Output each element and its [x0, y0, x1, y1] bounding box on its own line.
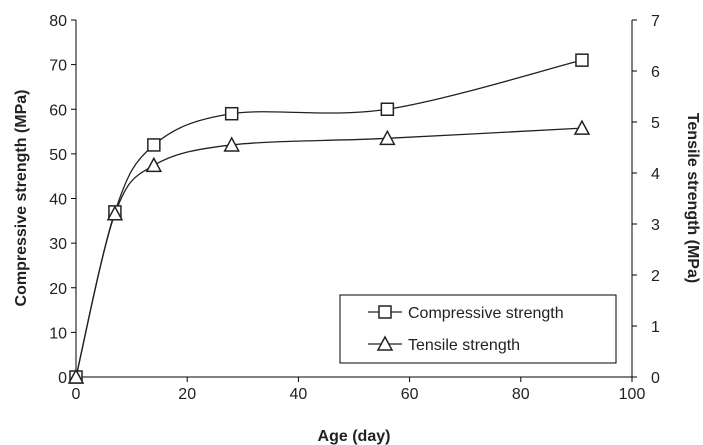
x-tick-label: 60: [401, 386, 419, 403]
y2-tick-label: 0: [651, 370, 660, 387]
y-tick-label: 80: [49, 13, 67, 30]
y2-tick-label: 6: [651, 64, 660, 81]
series-markers: [67, 53, 591, 384]
y-tick-label: 40: [49, 192, 67, 209]
tensile-point: [573, 119, 591, 135]
y-tick-label: 60: [49, 102, 67, 119]
tensile-point: [379, 129, 396, 146]
compressive-point: [575, 53, 589, 67]
legend: Compressive strength Tensile strength: [339, 294, 617, 364]
legend-label: Tensile strength: [408, 337, 520, 354]
tensile-point: [106, 205, 124, 221]
tensile-point: [67, 368, 85, 384]
y-tick-label: 10: [49, 325, 67, 342]
compressive-point: [224, 106, 239, 121]
series-line-tensile: [75, 127, 582, 378]
legend-marker: [376, 335, 394, 351]
legend-marker: [378, 305, 392, 319]
x-tick-label: 0: [72, 386, 81, 403]
x-tick-label: 80: [512, 386, 530, 403]
y-tick-label: 0: [58, 370, 67, 387]
y2-tick-label: 1: [651, 319, 660, 336]
y2-tick-label: 3: [651, 217, 660, 234]
y-tick-label: 20: [49, 281, 67, 298]
axes: [71, 19, 637, 382]
y2-tick-label: 4: [651, 166, 660, 183]
compressive-point: [147, 138, 161, 152]
legend-label: Compressive strength: [408, 305, 564, 322]
compressive-point: [380, 102, 395, 116]
y2-axis-title: Tensile strength (MPa): [684, 113, 701, 283]
tensile-point: [223, 136, 240, 152]
y-tick-label: 30: [49, 236, 67, 253]
y2-tick-label: 5: [651, 115, 660, 132]
y2-tick-label: 2: [651, 268, 660, 285]
x-tick-label: 100: [619, 386, 646, 403]
y-tick-label: 70: [49, 58, 67, 75]
y2-tick-label: 7: [651, 13, 660, 30]
x-tick-label: 40: [290, 386, 308, 403]
y-tick-label: 50: [49, 147, 67, 164]
x-tick-label: 20: [178, 386, 196, 403]
x-axis-title: Age (day): [318, 428, 391, 445]
series-lines: [75, 59, 583, 378]
y-axis-title: Compressive strength (MPa): [13, 90, 30, 307]
tensile-point: [145, 156, 163, 173]
tick-labels: 0 20 40 60 80 100 0 10 20 30 40 50 60 70 80 0 1 2 3 4 5 6 7: [49, 13, 660, 403]
